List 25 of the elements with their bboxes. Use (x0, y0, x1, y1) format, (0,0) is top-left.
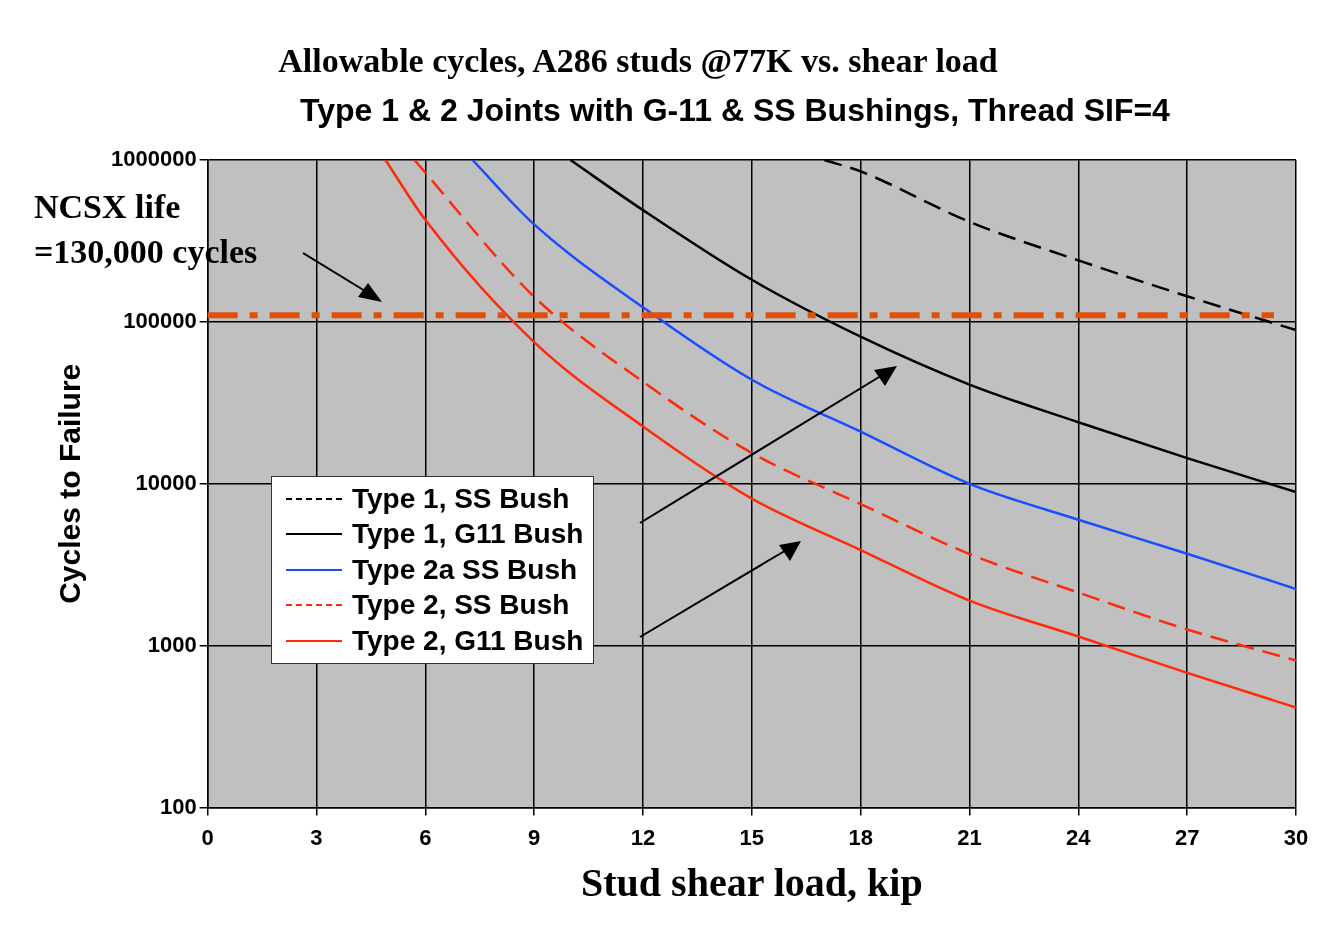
x-tick-label: 6 (419, 824, 432, 850)
x-tick-label: 3 (310, 824, 323, 850)
y-tick-label: 1000 (147, 631, 197, 657)
legend-label: Type 2a SS Bush (352, 553, 578, 586)
legend-label: Type 1, G11 Bush (352, 518, 584, 551)
y-tick-label: 100 (159, 793, 197, 819)
x-tick-label: 12 (630, 824, 656, 850)
x-tick-label: 15 (739, 824, 765, 850)
x-tick-label: 27 (1174, 824, 1200, 850)
legend-label: Type 2, SS Bush (352, 589, 570, 622)
chart-subtitle: Type 1 & 2 Joints with G-11 & SS Bushings, Thread SIF=4 (299, 92, 1171, 129)
x-tick-label: 0 (201, 824, 214, 850)
chart-title: Allowable cycles, A286 studs @77K vs. shear load (277, 42, 999, 80)
x-axis-title: Stud shear load, kip (581, 860, 923, 906)
x-tick-label: 30 (1283, 824, 1309, 850)
x-tick-label: 21 (957, 824, 982, 850)
x-tick-label: 18 (848, 824, 873, 850)
x-tick-label: 24 (1066, 824, 1092, 850)
x-tick-label: 9 (528, 824, 541, 850)
y-axis-title: Cycles to Failure (53, 363, 87, 604)
legend-label: Type 1, SS Bush (352, 482, 570, 515)
y-tick-label: 100000 (123, 307, 197, 333)
legend-label: Type 2, G11 Bush (352, 624, 584, 657)
y-tick-label: 10000 (135, 469, 197, 495)
y-tick-label: 1000000 (110, 146, 197, 172)
